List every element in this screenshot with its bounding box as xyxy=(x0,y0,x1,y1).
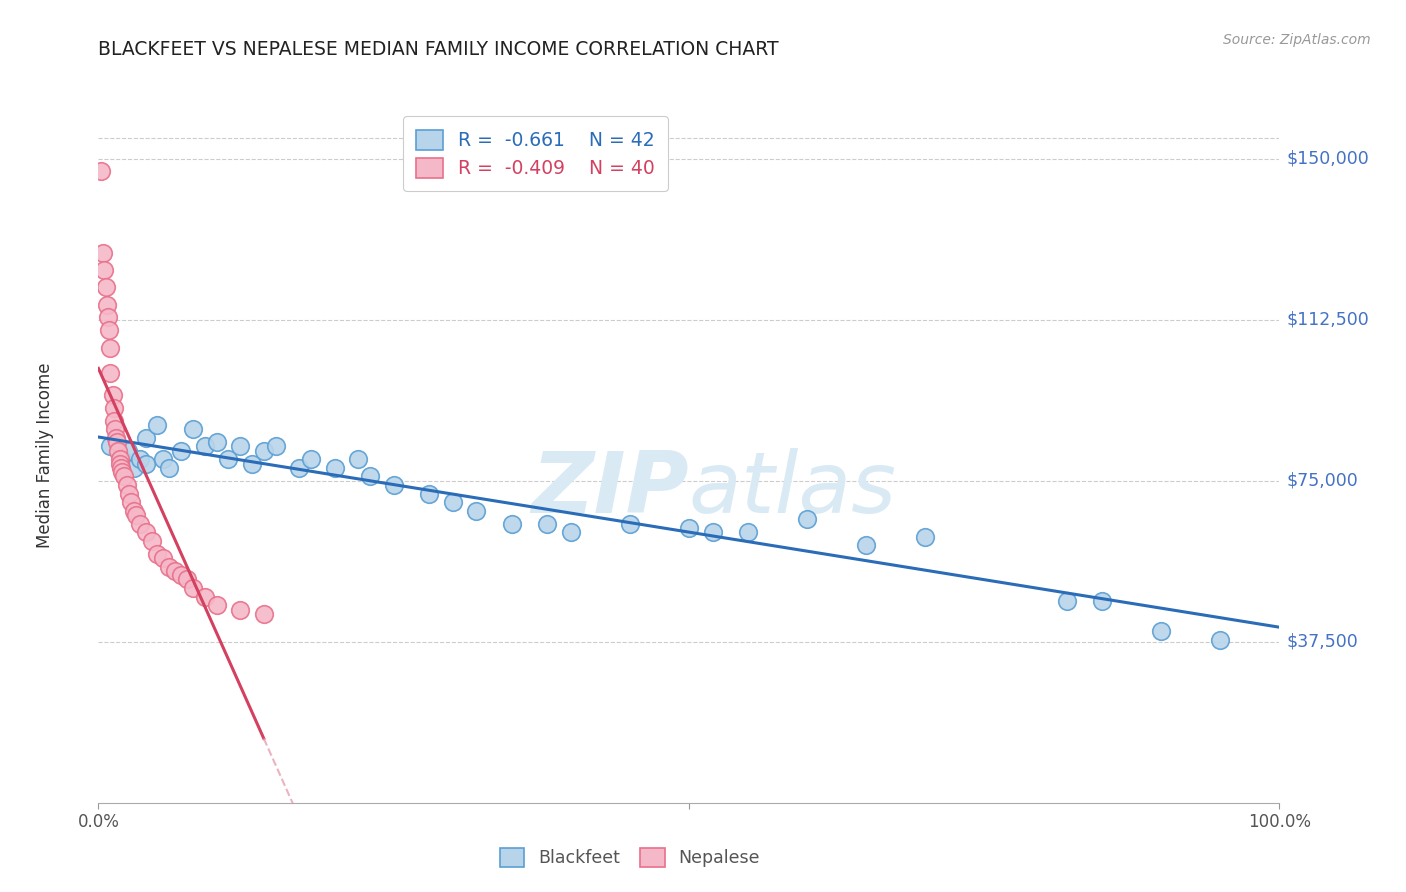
Point xyxy=(382,478,405,492)
Point xyxy=(1150,624,1173,638)
Text: $75,000: $75,000 xyxy=(1286,472,1358,490)
Point xyxy=(176,573,198,587)
Point xyxy=(678,521,700,535)
Point xyxy=(111,452,134,467)
Text: $150,000: $150,000 xyxy=(1286,150,1369,168)
Point xyxy=(125,508,148,522)
Point xyxy=(264,439,287,453)
Point xyxy=(205,599,228,613)
Text: ZIP: ZIP xyxy=(531,448,689,532)
Point xyxy=(103,401,125,415)
Point xyxy=(108,452,131,467)
Point xyxy=(122,460,145,475)
Point xyxy=(98,341,121,355)
Point xyxy=(112,469,135,483)
Point xyxy=(135,457,157,471)
Point xyxy=(110,460,132,475)
Point xyxy=(1056,594,1078,608)
Point xyxy=(441,495,464,509)
Point xyxy=(141,533,163,548)
Point xyxy=(146,417,169,432)
Point xyxy=(702,525,724,540)
Text: Median Family Income: Median Family Income xyxy=(37,362,55,548)
Point xyxy=(253,443,276,458)
Point xyxy=(96,297,118,311)
Point xyxy=(107,443,129,458)
Point xyxy=(98,367,121,381)
Point xyxy=(135,525,157,540)
Point xyxy=(157,460,180,475)
Point xyxy=(299,452,322,467)
Point xyxy=(152,551,174,566)
Point xyxy=(111,465,134,479)
Point xyxy=(108,457,131,471)
Point xyxy=(146,547,169,561)
Point xyxy=(101,388,124,402)
Point xyxy=(105,431,128,445)
Point xyxy=(501,516,523,531)
Point xyxy=(98,323,121,337)
Point xyxy=(253,607,276,621)
Text: $37,500: $37,500 xyxy=(1286,632,1358,651)
Point xyxy=(855,538,877,552)
Point xyxy=(122,504,145,518)
Point xyxy=(93,263,115,277)
Point xyxy=(418,486,440,500)
Point xyxy=(94,280,117,294)
Point xyxy=(796,512,818,526)
Legend: Blackfeet, Nepalese: Blackfeet, Nepalese xyxy=(492,841,768,874)
Point xyxy=(103,413,125,427)
Point xyxy=(1209,632,1232,647)
Point xyxy=(104,422,127,436)
Point xyxy=(194,590,217,604)
Point xyxy=(157,559,180,574)
Text: $112,500: $112,500 xyxy=(1286,310,1369,328)
Point xyxy=(121,495,143,509)
Point xyxy=(205,435,228,450)
Point xyxy=(914,529,936,543)
Point xyxy=(181,581,204,595)
Point xyxy=(128,452,150,467)
Point xyxy=(619,516,641,531)
Point xyxy=(229,602,252,616)
Point xyxy=(194,439,217,453)
Point xyxy=(217,452,239,467)
Point xyxy=(560,525,582,540)
Point xyxy=(98,439,121,453)
Point xyxy=(117,443,139,458)
Point xyxy=(229,439,252,453)
Point xyxy=(288,460,311,475)
Point xyxy=(135,431,157,445)
Point xyxy=(90,164,112,178)
Point xyxy=(170,568,193,582)
Point xyxy=(128,516,150,531)
Point xyxy=(105,435,128,450)
Point xyxy=(91,246,114,260)
Point xyxy=(536,516,558,531)
Text: BLACKFEET VS NEPALESE MEDIAN FAMILY INCOME CORRELATION CHART: BLACKFEET VS NEPALESE MEDIAN FAMILY INCO… xyxy=(98,40,779,59)
Point xyxy=(118,486,141,500)
Point xyxy=(165,564,187,578)
Point xyxy=(170,443,193,458)
Point xyxy=(323,460,346,475)
Point xyxy=(97,310,120,325)
Point xyxy=(115,478,138,492)
Point xyxy=(347,452,370,467)
Text: atlas: atlas xyxy=(689,448,897,532)
Point xyxy=(181,422,204,436)
Point xyxy=(465,504,488,518)
Point xyxy=(240,457,263,471)
Text: Source: ZipAtlas.com: Source: ZipAtlas.com xyxy=(1223,33,1371,47)
Point xyxy=(359,469,381,483)
Point xyxy=(152,452,174,467)
Point xyxy=(1091,594,1114,608)
Point xyxy=(737,525,759,540)
